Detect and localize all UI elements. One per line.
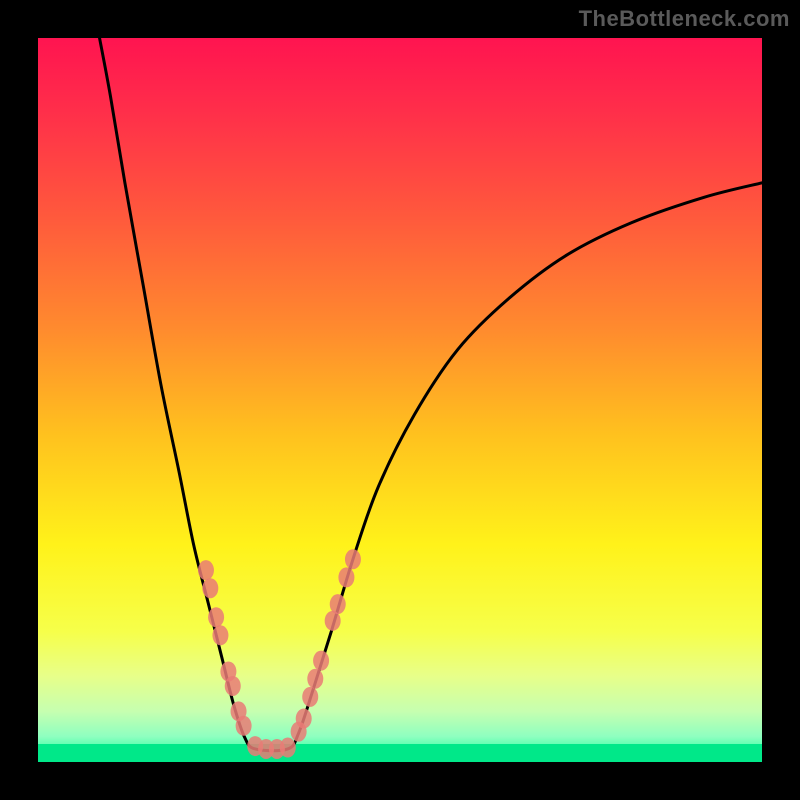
watermark-text: TheBottleneck.com [579,6,790,32]
v-curve-chart [0,0,800,800]
chart-container: TheBottleneck.com [0,0,800,800]
